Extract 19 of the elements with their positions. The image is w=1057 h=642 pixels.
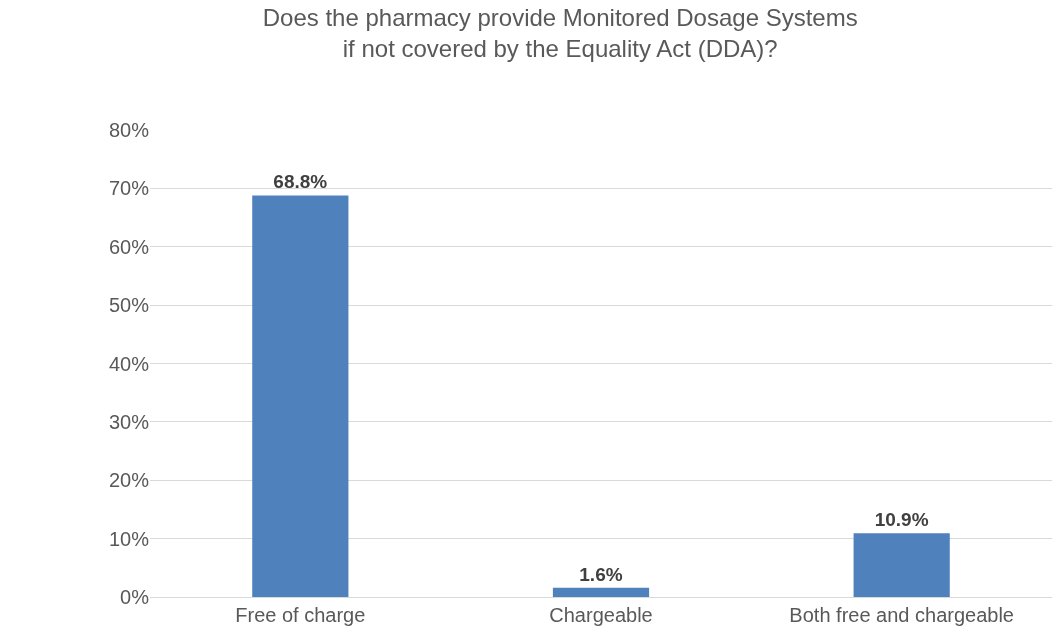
x-tick-label: Free of charge xyxy=(235,604,366,626)
data-label: 10.9% xyxy=(874,509,929,531)
y-tick-label: 60% xyxy=(108,235,150,258)
y-tick-label: 30% xyxy=(108,410,150,433)
y-tick-label: 10% xyxy=(108,527,150,550)
x-tick-label: Chargeable xyxy=(549,604,653,626)
bar xyxy=(252,195,349,597)
y-tick-label: 80% xyxy=(108,119,150,141)
data-label: 1.6% xyxy=(579,563,623,585)
x-tick-label: Both free and chargeable xyxy=(789,604,1014,626)
bar xyxy=(552,587,650,597)
bar xyxy=(853,533,950,597)
data-label: 68.8% xyxy=(273,171,328,193)
y-tick-label: 40% xyxy=(108,352,150,375)
y-tick-label: 70% xyxy=(108,177,150,200)
y-tick-label: 20% xyxy=(108,469,150,492)
y-tick-label: 50% xyxy=(108,294,150,317)
chart-title: Does the pharmacy provide Monitored Dosage Systems if not covered by the Equality Act (DDA)? xyxy=(262,3,858,62)
y-tick-label: 0% xyxy=(120,586,150,608)
